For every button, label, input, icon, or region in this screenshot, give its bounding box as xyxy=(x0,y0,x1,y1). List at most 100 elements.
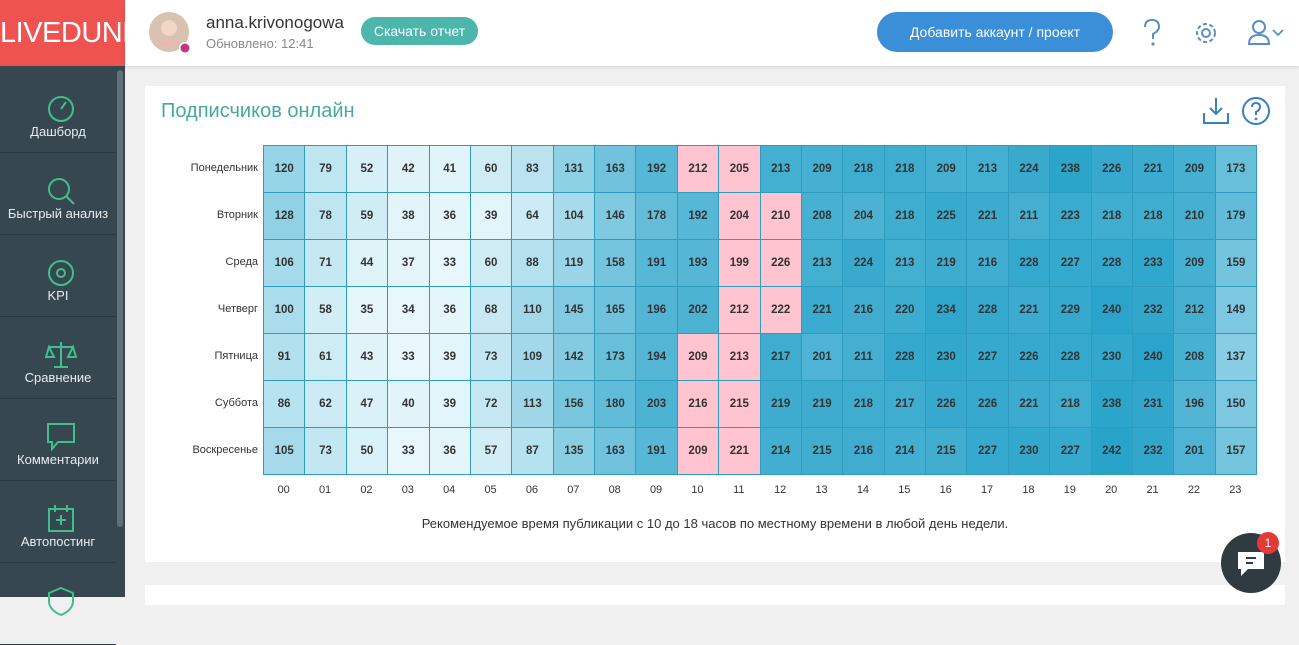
heatmap-cell: 131 xyxy=(552,145,595,193)
heatmap-cell: 128 xyxy=(263,192,306,240)
heatmap-cell: 38 xyxy=(387,192,430,240)
heatmap-cell: 209 xyxy=(1173,145,1216,193)
heatmap-cell: 33 xyxy=(387,333,430,381)
heatmap-cell: 39 xyxy=(428,333,471,381)
card: Подписчиков онлайн Понедельник 120 79 52 42 4… xyxy=(145,86,1285,562)
heatmap-cell: 216 xyxy=(842,286,885,334)
nav-item[interactable]: KPI xyxy=(0,235,116,317)
heatmap-cell: 194 xyxy=(635,333,678,381)
heatmap-cell: 209 xyxy=(800,145,844,193)
nav-item[interactable]: Сравнение xyxy=(0,317,116,399)
chat-icon xyxy=(1238,552,1264,576)
hour-label: 12 xyxy=(774,484,787,496)
row-label: Суббота xyxy=(214,397,258,409)
heatmap-cell: 33 xyxy=(428,239,471,287)
heatmap-cell: 106 xyxy=(263,239,306,287)
heatmap-cell: 219 xyxy=(759,380,802,428)
heatmap-cell: 219 xyxy=(925,239,968,287)
nav-icon xyxy=(48,178,75,205)
hour-label: 18 xyxy=(1022,484,1035,496)
export-icon[interactable] xyxy=(1201,96,1231,126)
download-report-button[interactable]: Скачать отчет xyxy=(361,17,478,45)
info-icon[interactable] xyxy=(1241,96,1271,126)
heatmap-cell: 36 xyxy=(428,286,471,334)
heatmap-cell: 60 xyxy=(469,145,513,193)
help-icon[interactable] xyxy=(1139,18,1165,48)
heatmap-cell: 192 xyxy=(676,192,720,240)
heatmap-cell: 226 xyxy=(1007,333,1051,381)
chat-button[interactable]: 1 xyxy=(1221,532,1281,593)
heatmap-cell: 212 xyxy=(1173,286,1216,334)
heatmap-cell: 73 xyxy=(469,333,513,381)
hour-label: 22 xyxy=(1187,484,1201,496)
heatmap-cell: 209 xyxy=(925,145,968,193)
hour-label: 06 xyxy=(525,484,539,496)
nav-item[interactable]: Комментарии xyxy=(0,399,116,481)
heatmap-cell: 224 xyxy=(842,239,885,287)
nav-icon xyxy=(48,96,74,122)
heatmap-cell: 42 xyxy=(387,145,430,193)
heatmap-cell: 220 xyxy=(883,286,926,334)
heatmap-cell: 232 xyxy=(1131,427,1175,475)
heatmap-cell: 240 xyxy=(1131,333,1175,381)
heatmap-cell: 119 xyxy=(552,239,595,287)
heatmap-cell: 226 xyxy=(759,239,802,287)
heatmap-cell: 221 xyxy=(718,427,761,475)
heatmap-cell: 78 xyxy=(304,192,347,240)
settings-icon[interactable] xyxy=(1192,19,1220,47)
heatmap-cell: 193 xyxy=(676,239,720,287)
heatmap-cell: 157 xyxy=(1214,427,1257,475)
heatmap-cell: 228 xyxy=(1090,239,1133,287)
hour-label: 10 xyxy=(691,484,704,496)
heatmap-cell: 83 xyxy=(511,145,554,193)
heatmap-cell: 173 xyxy=(1214,145,1257,193)
avatar[interactable] xyxy=(149,12,193,56)
nav-item[interactable]: Дашборд xyxy=(0,71,116,153)
heatmap-cell: 110 xyxy=(511,286,554,334)
heatmap-cell: 228 xyxy=(883,333,926,381)
username: anna.krivonogowa xyxy=(206,13,344,32)
heatmap-cell: 68 xyxy=(469,286,513,334)
heatmap-cell: 135 xyxy=(552,427,595,475)
heatmap-cell: 213 xyxy=(966,145,1009,193)
heatmap-cell: 60 xyxy=(469,239,513,287)
logo[interactable]: LIVEDUNE xyxy=(0,0,142,66)
heatmap-cell: 218 xyxy=(1090,192,1133,240)
heatmap-cell: 159 xyxy=(1214,239,1257,287)
heatmap-cell: 218 xyxy=(1049,380,1092,428)
heatmap-cell: 213 xyxy=(718,333,761,381)
heatmap-cell: 213 xyxy=(800,239,844,287)
heatmap-cell: 216 xyxy=(676,380,720,428)
hour-label: 15 xyxy=(898,484,911,496)
heatmap-cell: 223 xyxy=(1049,192,1092,240)
hour-label: 00 xyxy=(277,484,290,496)
heatmap-cell: 36 xyxy=(428,427,471,475)
heatmap-cell: 218 xyxy=(883,145,926,193)
scrollbar[interactable] xyxy=(117,70,123,527)
nav-item[interactable]: Автопостинг xyxy=(0,481,116,563)
heatmap-cell: 227 xyxy=(1049,239,1092,287)
heatmap-cell: 163 xyxy=(594,145,637,193)
heatmap-cell: 227 xyxy=(966,427,1009,475)
nav-item[interactable] xyxy=(0,563,116,645)
user-menu[interactable] xyxy=(1247,18,1289,48)
nav-label: Комментарии xyxy=(17,452,99,467)
heatmap-cell: 58 xyxy=(304,286,347,334)
heatmap-cell: 240 xyxy=(1090,286,1133,334)
heatmap-cell: 214 xyxy=(759,427,802,475)
heatmap-cell: 201 xyxy=(1173,427,1216,475)
heatmap-cell: 39 xyxy=(469,192,513,240)
heatmap-cell: 209 xyxy=(676,427,720,475)
nav-item[interactable]: Быстрый анализ xyxy=(0,153,116,235)
add-account-button[interactable]: Добавить аккаунт / проект xyxy=(877,12,1113,52)
heatmap-cell: 113 xyxy=(511,380,554,428)
heatmap-cell: 57 xyxy=(469,427,513,475)
heatmap-cell: 201 xyxy=(800,333,844,381)
row-label: Воскресенье xyxy=(192,444,258,456)
heatmap-cell: 61 xyxy=(304,333,347,381)
hour-label: 08 xyxy=(608,484,621,496)
nav-icon xyxy=(45,342,77,368)
heatmap-cell: 73 xyxy=(304,427,347,475)
hour-label: 13 xyxy=(815,484,828,496)
recommendation-note: Рекомендуемое время публикации с 10 до 1… xyxy=(421,516,1009,531)
